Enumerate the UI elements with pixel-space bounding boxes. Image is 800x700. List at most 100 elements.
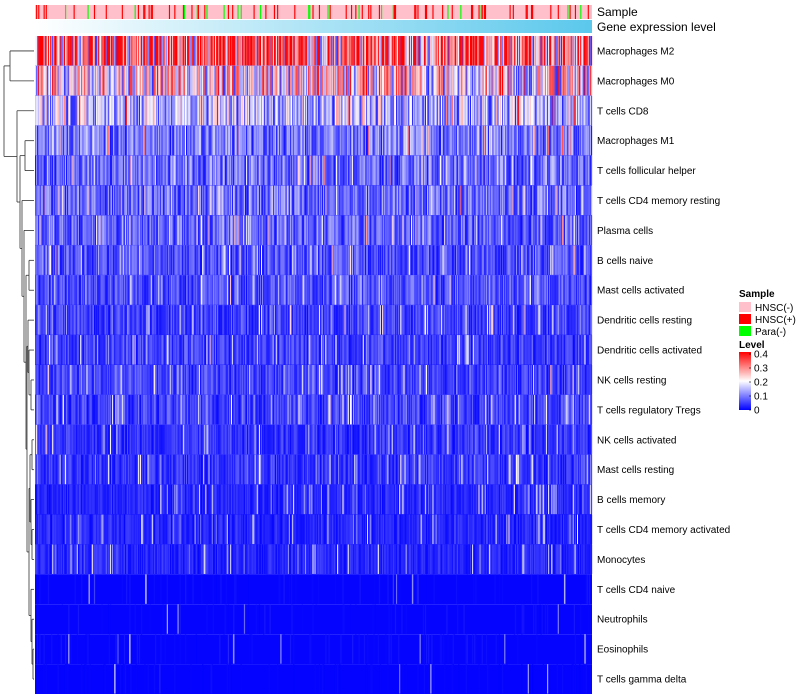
heatmap-cell <box>316 95 318 126</box>
heatmap-cell <box>252 185 254 216</box>
heatmap-cell <box>303 125 306 156</box>
heatmap-cell <box>51 155 53 186</box>
heatmap-cell <box>63 275 66 305</box>
heatmap-cell <box>316 275 318 305</box>
heatmap-cell <box>86 215 88 245</box>
heatmap-cell <box>45 155 47 186</box>
heatmap-cell <box>433 125 435 156</box>
heatmap-cell <box>306 275 308 305</box>
heatmap-cell <box>323 185 325 216</box>
heatmap-cell <box>489 155 491 186</box>
heatmap-cell <box>122 65 125 96</box>
heatmap-cell <box>77 95 80 126</box>
heatmap-cell <box>557 125 559 156</box>
heatmap-cell <box>115 245 117 275</box>
heatmap-cell <box>342 275 344 305</box>
heatmap-cell <box>524 245 526 275</box>
heatmap-cell <box>163 185 165 216</box>
heatmap-cell <box>398 36 400 66</box>
heatmap-cell <box>580 215 582 245</box>
heatmap-cell <box>539 65 541 96</box>
heatmap-cell <box>475 185 477 216</box>
heatmap-cell <box>300 155 302 186</box>
heatmap-cell <box>287 125 290 156</box>
heatmap-cell <box>91 155 93 186</box>
heatmap-cell <box>374 215 376 245</box>
heatmap-cell <box>473 275 475 305</box>
heatmap-cell <box>414 125 416 156</box>
heatmap-cell <box>255 215 257 245</box>
heatmap-cell <box>194 125 196 156</box>
heatmap-cell <box>189 36 191 66</box>
heatmap-cell <box>435 275 437 305</box>
heatmap-cell <box>76 275 78 305</box>
heatmap-cell <box>67 125 69 156</box>
sample-annotation-cell <box>432 5 434 19</box>
heatmap-cell <box>454 95 457 126</box>
heatmap-cell <box>406 185 408 216</box>
heatmap-cell <box>50 95 52 126</box>
heatmap-cell <box>332 65 334 96</box>
heatmap-cell <box>449 65 451 96</box>
heatmap-row <box>35 95 593 126</box>
heatmap-cell <box>277 65 279 96</box>
heatmap-cell <box>157 155 159 186</box>
heatmap-cell <box>128 65 130 96</box>
heatmap-cell <box>541 275 543 305</box>
heatmap-cell <box>178 305 180 335</box>
heatmap-cell <box>244 155 247 186</box>
heatmap-cell <box>231 155 233 186</box>
heatmap-cell <box>85 95 87 126</box>
heatmap-cell <box>512 275 514 305</box>
heatmap-cell <box>518 245 520 275</box>
heatmap-cell <box>300 275 302 305</box>
heatmap-cell <box>529 215 532 245</box>
heatmap-cell <box>54 245 56 275</box>
heatmap-cell <box>88 65 90 96</box>
heatmap-cell <box>86 125 88 156</box>
heatmap-cell <box>288 95 291 126</box>
heatmap-cell <box>252 65 254 96</box>
heatmap-cell <box>461 185 463 216</box>
heatmap-cell <box>507 275 509 305</box>
heatmap-cell <box>418 275 420 305</box>
heatmap-cell <box>280 185 282 216</box>
heatmap-cell <box>136 305 138 335</box>
heatmap-cell <box>525 215 527 245</box>
heatmap-cell <box>452 275 454 305</box>
heatmap-cell <box>504 95 506 126</box>
heatmap-cell <box>199 65 202 96</box>
heatmap-cell <box>85 125 87 156</box>
heatmap-cell <box>66 125 68 156</box>
heatmap-cell <box>135 125 137 156</box>
heatmap-cell <box>344 185 346 216</box>
heatmap-cell <box>383 36 385 66</box>
heatmap-cell <box>385 275 387 305</box>
heatmap-cell <box>117 155 119 186</box>
heatmap-cell <box>208 215 210 245</box>
heatmap-cell <box>385 245 387 275</box>
heatmap-cell <box>578 245 580 275</box>
heatmap-cell <box>280 36 282 66</box>
heatmap-cell <box>536 125 538 156</box>
heatmap-cell <box>121 155 123 186</box>
heatmap-cell <box>99 95 101 126</box>
heatmap-cell <box>356 155 358 186</box>
heatmap-cell <box>45 185 47 216</box>
heatmap-cell <box>395 95 398 126</box>
heatmap-cell <box>457 65 459 96</box>
heatmap-cell <box>66 275 68 305</box>
heatmap-cell <box>359 36 361 66</box>
heatmap-cell <box>40 36 42 66</box>
heatmap-cell <box>532 125 534 156</box>
heatmap-cell <box>186 125 188 156</box>
heatmap-cell <box>221 155 223 186</box>
heatmap-cell <box>572 215 574 245</box>
heatmap-cell <box>511 95 513 126</box>
heatmap-cell <box>382 245 384 275</box>
heatmap-cell <box>484 36 487 66</box>
heatmap-cell <box>244 65 247 96</box>
heatmap-cell <box>223 65 225 96</box>
heatmap-cell <box>554 275 556 305</box>
heatmap-cell <box>390 245 392 275</box>
